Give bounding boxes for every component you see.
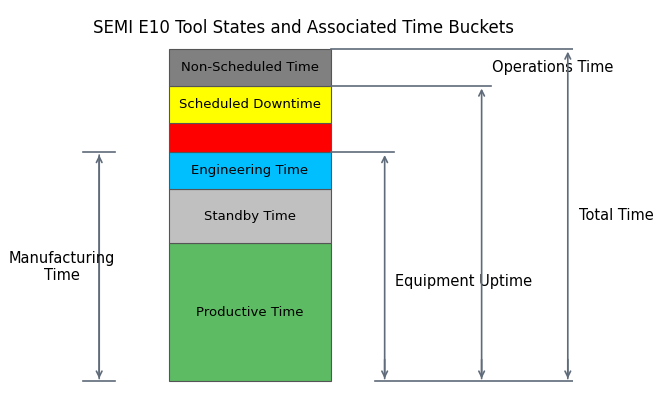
Bar [169, 49, 331, 86]
Bar [169, 86, 331, 123]
Text: Manufacturing
Time: Manufacturing Time [9, 251, 115, 283]
Text: Non-Scheduled Time: Non-Scheduled Time [181, 61, 319, 74]
Text: Total Time: Total Time [579, 208, 653, 223]
Text: Productive Time: Productive Time [196, 306, 304, 319]
Bar [169, 123, 331, 152]
Text: Unscheduled Downtime: Unscheduled Downtime [171, 131, 329, 144]
Bar [169, 152, 331, 189]
Text: SEMI E10 Tool States and Associated Time Buckets: SEMI E10 Tool States and Associated Time… [93, 19, 514, 37]
Text: Scheduled Downtime: Scheduled Downtime [179, 98, 321, 111]
Text: Engineering Time: Engineering Time [191, 164, 309, 177]
Text: Standby Time: Standby Time [204, 210, 296, 223]
Text: Operations Time: Operations Time [492, 60, 614, 75]
Bar [169, 189, 331, 244]
Bar [169, 244, 331, 381]
Text: Equipment Uptime: Equipment Uptime [395, 274, 533, 289]
